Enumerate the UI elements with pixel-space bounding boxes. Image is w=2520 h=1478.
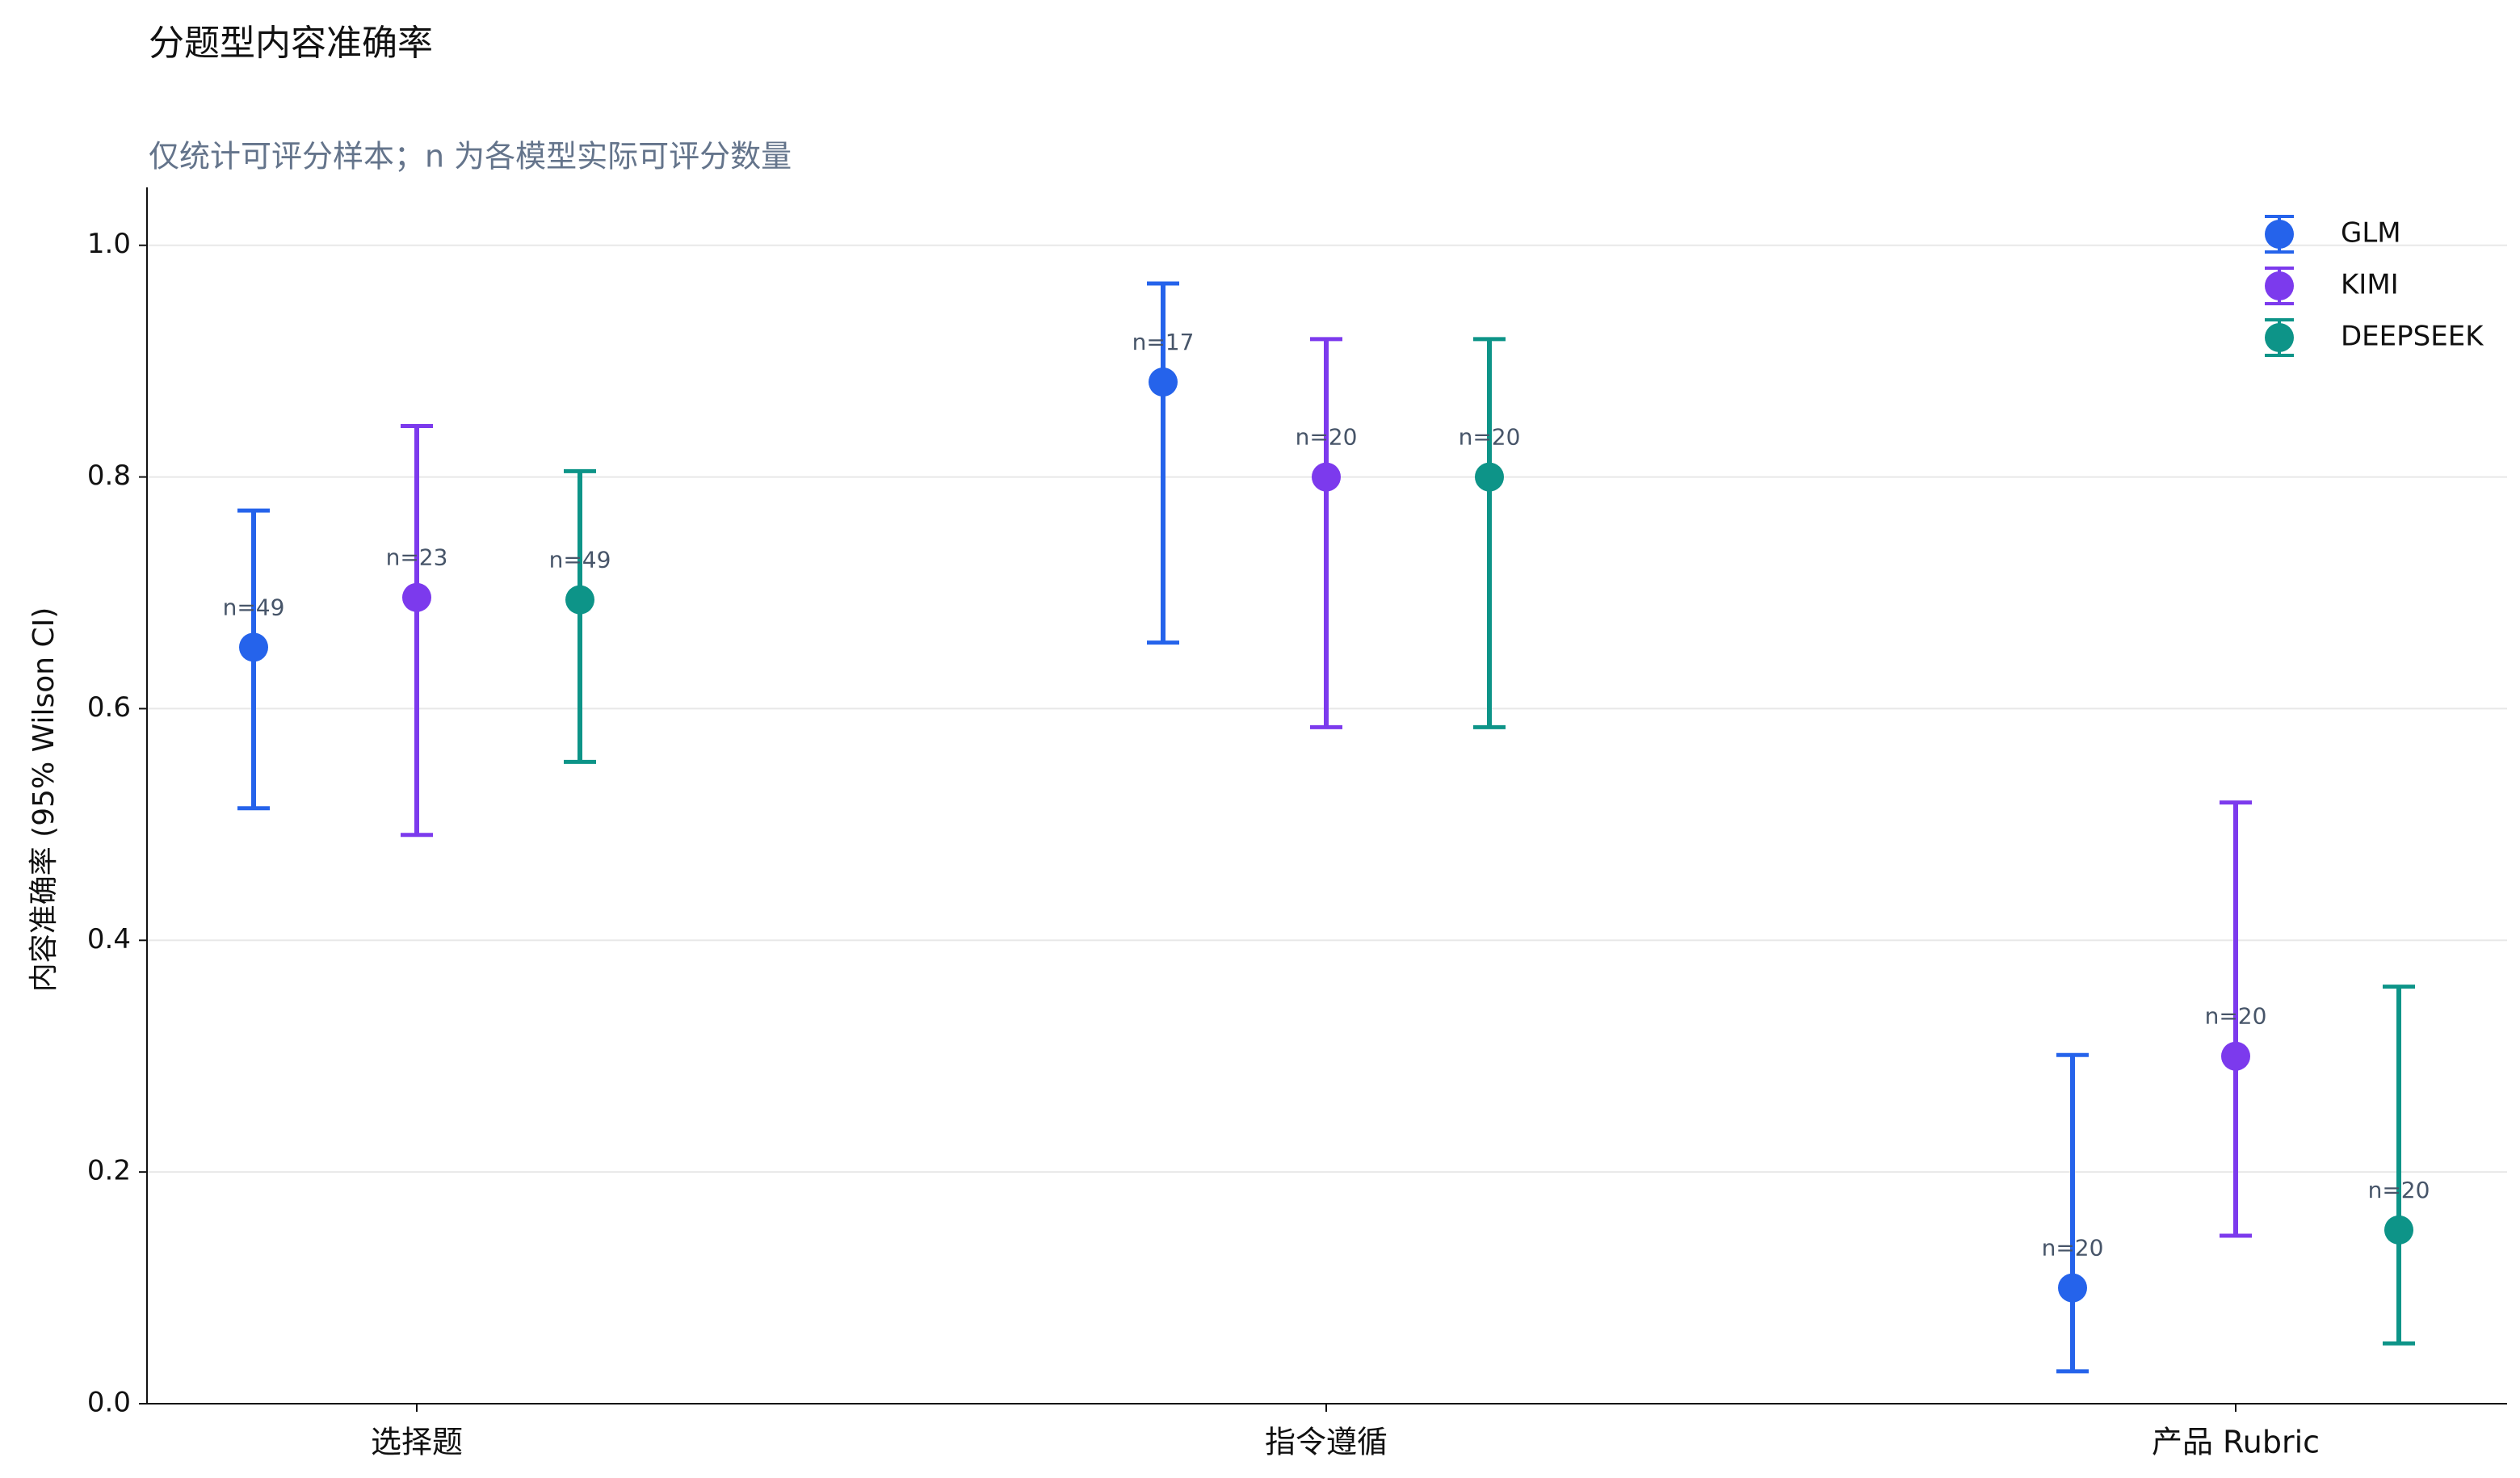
legend-label: DEEPSEEK [2341,321,2484,353]
y-tick-label: 0.8 [87,460,131,492]
chart-title: 分题型内容准确率 [149,23,433,64]
point [1149,367,1178,397]
point [2221,1041,2250,1071]
n-label: n=20 [2042,1235,2104,1262]
n-label: n=23 [386,544,448,571]
y-tick-label: 1.0 [87,228,131,260]
y-tick-label: 0.0 [87,1387,131,1419]
x-tick-label: 选择题 [371,1425,463,1460]
n-label: n=49 [223,594,285,620]
y-tick-label: 0.4 [87,923,131,955]
point [1312,462,1341,492]
y-tick-label: 0.2 [87,1155,131,1187]
x-tick-label: 产品 Rubric [2152,1425,2320,1460]
point [239,632,268,662]
point [2058,1273,2087,1303]
legend-label: GLM [2341,217,2401,250]
n-label: n=17 [1132,329,1195,355]
legend-marker [2265,323,2294,352]
legend-marker [2265,220,2294,249]
y-axis-label: 内容准确率 (95% Wilson CI) [27,607,61,993]
x-tick-label: 指令遵循 [1265,1425,1388,1460]
legend-marker [2265,271,2294,300]
point [565,585,594,615]
y-tick-label: 0.6 [87,691,131,724]
n-label: n=49 [549,547,611,573]
point [2384,1215,2413,1245]
point [402,582,431,612]
chart-subtitle: 仅统计可评分样本；n 为各模型实际可评分数量 [149,139,792,174]
legend-label: KIMI [2341,269,2399,301]
n-label: n=20 [1296,424,1358,451]
n-label: n=20 [2368,1177,2430,1203]
n-label: n=20 [2205,1003,2267,1030]
n-label: n=20 [1459,424,1521,451]
point [1475,462,1504,492]
